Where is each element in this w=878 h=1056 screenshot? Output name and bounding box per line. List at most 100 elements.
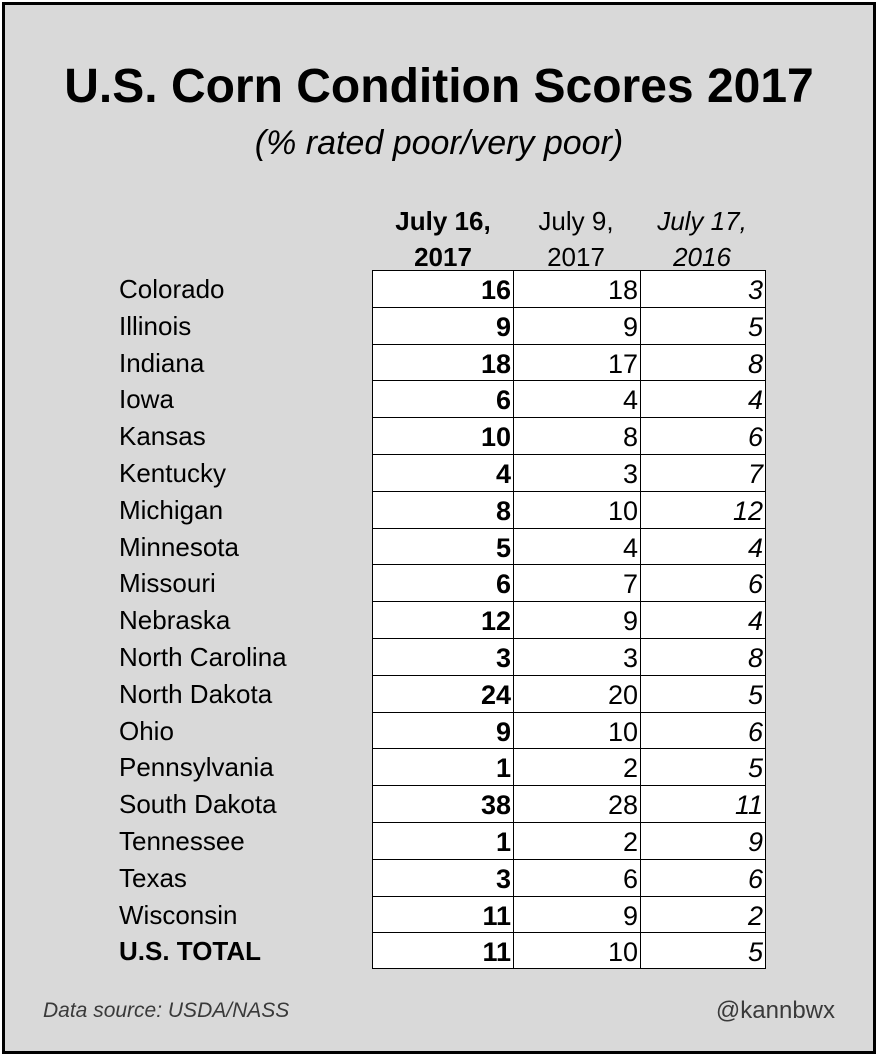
column-header-line2: 2016 bbox=[673, 242, 731, 272]
state-label: Texas bbox=[119, 862, 187, 893]
data-source-note: Data source: USDA/NASS bbox=[43, 999, 290, 1022]
value-jul16-2017: 5 bbox=[372, 527, 513, 565]
value-jul9-2017: 3 bbox=[513, 453, 640, 491]
table-row: Tennessee 1 2 9 bbox=[119, 821, 766, 859]
value-jul16-2017: 9 bbox=[372, 306, 513, 344]
value-jul17-2016: 5 bbox=[640, 932, 766, 970]
value-jul16-2017: 1 bbox=[372, 821, 513, 859]
value-jul9-2017: 4 bbox=[513, 527, 640, 565]
table-row-total: U.S. TOTAL 11 10 5 bbox=[119, 932, 766, 970]
table-row: Wisconsin 11 9 2 bbox=[119, 895, 766, 933]
state-label: Wisconsin bbox=[119, 899, 238, 930]
state-label: South Dakota bbox=[119, 789, 277, 820]
state-label: Michigan bbox=[119, 494, 224, 525]
state-label: Pennsylvania bbox=[119, 752, 274, 783]
value-jul9-2017: 8 bbox=[513, 417, 640, 454]
chart-title: U.S. Corn Condition Scores 2017 bbox=[64, 60, 814, 113]
value-jul9-2017: 17 bbox=[513, 343, 640, 381]
column-header-jul9-2017: July 9, 2017 bbox=[513, 203, 639, 275]
value-jul17-2016: 2 bbox=[640, 895, 766, 933]
state-label: Ohio bbox=[119, 715, 174, 746]
value-jul16-2017: 24 bbox=[372, 674, 513, 712]
value-jul16-2017: 16 bbox=[372, 270, 513, 307]
value-jul16-2017: 18 bbox=[372, 343, 513, 381]
value-jul9-2017: 9 bbox=[513, 306, 640, 344]
state-label: Nebraska bbox=[119, 605, 231, 636]
value-jul17-2016: 4 bbox=[640, 380, 766, 418]
value-jul16-2017: 10 bbox=[372, 417, 513, 454]
state-label: Minnesota bbox=[119, 531, 239, 562]
state-label: Iowa bbox=[119, 384, 174, 415]
table-row: North Carolina 3 3 8 bbox=[119, 637, 766, 675]
column-header-line1: July 17, bbox=[657, 206, 747, 236]
column-header-jul17-2016: July 17, 2016 bbox=[639, 203, 765, 275]
column-header-line2: 2017 bbox=[547, 242, 605, 272]
value-jul17-2016: 4 bbox=[640, 601, 766, 638]
state-label: North Carolina bbox=[119, 641, 287, 672]
value-jul17-2016: 9 bbox=[640, 821, 766, 859]
value-jul9-2017: 2 bbox=[513, 748, 640, 786]
value-jul16-2017: 6 bbox=[372, 380, 513, 418]
value-jul9-2017: 10 bbox=[513, 711, 640, 749]
value-jul17-2016: 11 bbox=[640, 785, 766, 822]
state-label: Missouri bbox=[119, 568, 216, 599]
state-label: North Dakota bbox=[119, 678, 273, 709]
data-table: Colorado 16 18 3 Illinois 9 9 5 Indiana 18 17 8 Iowa… bbox=[119, 270, 766, 970]
state-label: U.S. TOTAL bbox=[119, 936, 262, 967]
table-row: North Dakota 24 20 5 bbox=[119, 674, 766, 712]
table-row: Kansas 10 8 6 bbox=[119, 417, 766, 454]
value-jul17-2016: 3 bbox=[640, 270, 766, 307]
value-jul16-2017: 11 bbox=[372, 932, 513, 970]
value-jul16-2017: 38 bbox=[372, 785, 513, 822]
table-row: Iowa 6 4 4 bbox=[119, 380, 766, 418]
value-jul17-2016: 5 bbox=[640, 674, 766, 712]
value-jul17-2016: 6 bbox=[640, 564, 766, 602]
value-jul16-2017: 1 bbox=[372, 748, 513, 786]
value-jul17-2016: 12 bbox=[640, 490, 766, 528]
value-jul9-2017: 18 bbox=[513, 270, 640, 307]
value-jul16-2017: 9 bbox=[372, 711, 513, 749]
value-jul16-2017: 4 bbox=[372, 453, 513, 491]
value-jul16-2017: 8 bbox=[372, 490, 513, 528]
table-row: Pennsylvania 1 2 5 bbox=[119, 748, 766, 786]
table-row: South Dakota 38 28 11 bbox=[119, 785, 766, 822]
value-jul17-2016: 8 bbox=[640, 637, 766, 675]
value-jul9-2017: 2 bbox=[513, 821, 640, 859]
value-jul9-2017: 3 bbox=[513, 637, 640, 675]
value-jul9-2017: 7 bbox=[513, 564, 640, 602]
column-header-line1: July 9, bbox=[538, 206, 614, 236]
value-jul9-2017: 6 bbox=[513, 858, 640, 896]
value-jul17-2016: 5 bbox=[640, 306, 766, 344]
chart-subtitle: (% rated poor/very poor) bbox=[254, 124, 624, 162]
table-row: Illinois 9 9 5 bbox=[119, 306, 766, 344]
state-label: Kansas bbox=[119, 421, 206, 452]
table-row: Michigan 8 10 12 bbox=[119, 490, 766, 528]
author-handle: @kannbwx bbox=[715, 997, 835, 1024]
column-header-line1: July 16, bbox=[395, 206, 491, 236]
value-jul16-2017: 12 bbox=[372, 601, 513, 638]
table-row: Kentucky 4 3 7 bbox=[119, 453, 766, 491]
value-jul9-2017: 10 bbox=[513, 932, 640, 970]
value-jul16-2017: 11 bbox=[372, 895, 513, 933]
column-header-jul16-2017: July 16, 2017 bbox=[373, 203, 513, 275]
state-label: Illinois bbox=[119, 310, 192, 341]
table-row: Texas 3 6 6 bbox=[119, 858, 766, 896]
value-jul9-2017: 9 bbox=[513, 895, 640, 933]
value-jul16-2017: 6 bbox=[372, 564, 513, 602]
table-row: Minnesota 5 4 4 bbox=[119, 527, 766, 565]
value-jul9-2017: 9 bbox=[513, 601, 640, 638]
value-jul17-2016: 6 bbox=[640, 417, 766, 454]
value-jul9-2017: 10 bbox=[513, 490, 640, 528]
state-label: Tennessee bbox=[119, 825, 245, 856]
value-jul9-2017: 4 bbox=[513, 380, 640, 418]
table-row: Nebraska 12 9 4 bbox=[119, 601, 766, 638]
column-header-line2: 2017 bbox=[414, 242, 472, 272]
value-jul17-2016: 8 bbox=[640, 343, 766, 381]
table-row: Missouri 6 7 6 bbox=[119, 564, 766, 602]
value-jul17-2016: 4 bbox=[640, 527, 766, 565]
value-jul9-2017: 28 bbox=[513, 785, 640, 822]
table-row: Indiana 18 17 8 bbox=[119, 343, 766, 381]
value-jul17-2016: 6 bbox=[640, 858, 766, 896]
value-jul17-2016: 5 bbox=[640, 748, 766, 786]
